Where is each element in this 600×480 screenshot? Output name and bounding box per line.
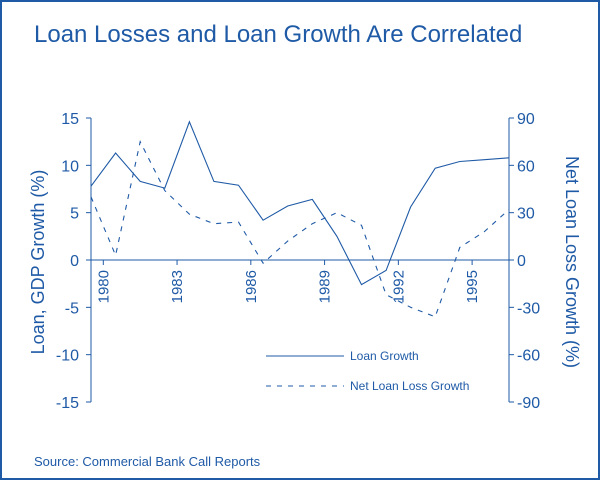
legend: Loan Growth Net Loan Loss Growth bbox=[266, 349, 469, 393]
left-tick-label: 5 bbox=[70, 206, 79, 223]
left-tick-label: 0 bbox=[70, 253, 79, 270]
series-line-net-loan-loss-growth bbox=[90, 140, 510, 318]
left-tick-label: 10 bbox=[61, 158, 79, 175]
chart-title: Loan Losses and Loan Growth Are Correlat… bbox=[34, 21, 523, 48]
tick-labels: 15 10 5 0 -5 -10 -15 90 60 30 0 -30 -60 -90 1980 1983 19… bbox=[56, 111, 540, 412]
series-line-loan-growth bbox=[90, 120, 510, 286]
left-tick-label: -15 bbox=[56, 395, 79, 412]
x-tick-label: 1983 bbox=[169, 270, 186, 303]
right-tick-label: -60 bbox=[517, 348, 540, 365]
series-lines bbox=[90, 120, 510, 318]
y-axis-label: Loan, GDP Growth (%) bbox=[28, 170, 48, 355]
x-tick-label: 1986 bbox=[243, 270, 260, 303]
left-tick-label: -10 bbox=[56, 348, 79, 365]
left-tick-label: 15 bbox=[61, 111, 79, 128]
right-tick-label: 30 bbox=[517, 206, 535, 223]
y2-axis-label: Net Loan Loss Growth (%) bbox=[562, 156, 582, 368]
x-tick-label: 1992 bbox=[390, 270, 407, 303]
right-tick-label: 0 bbox=[517, 253, 526, 270]
x-tick-label: 1995 bbox=[464, 270, 481, 303]
left-tick-label: -5 bbox=[65, 300, 79, 317]
x-tick-label: 1980 bbox=[95, 270, 112, 303]
source-note: Source: Commercial Bank Call Reports bbox=[34, 454, 261, 469]
legend-label: Net Loan Loss Growth bbox=[350, 379, 469, 393]
right-tick-label: -90 bbox=[517, 395, 540, 412]
right-tick-label: 90 bbox=[517, 111, 535, 128]
right-tick-label: 60 bbox=[517, 158, 535, 175]
axes bbox=[86, 117, 514, 403]
x-tick-label: 1989 bbox=[317, 270, 334, 303]
right-tick-label: -30 bbox=[517, 300, 540, 317]
legend-label: Loan Growth bbox=[350, 349, 419, 363]
